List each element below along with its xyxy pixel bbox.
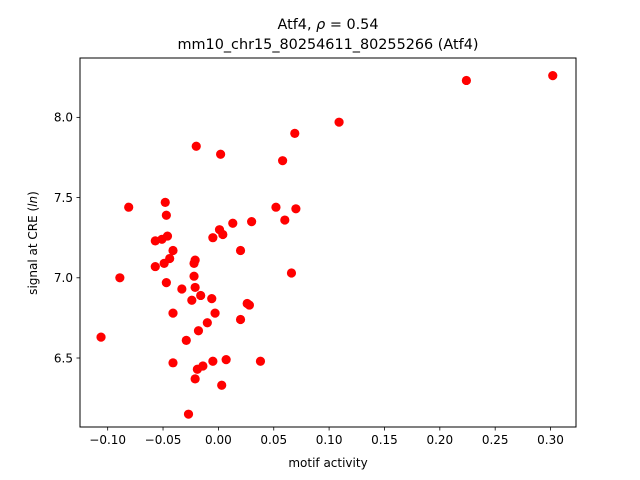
data-point (177, 284, 187, 294)
data-point (190, 282, 200, 293)
data-point (235, 314, 246, 325)
x-axis-label: motif activity (288, 456, 367, 470)
data-point (247, 217, 257, 227)
x-tick-label: 0.15 (371, 433, 398, 447)
data-point (165, 253, 175, 264)
data-point (196, 290, 206, 301)
data-point (190, 255, 200, 265)
data-point (187, 295, 197, 305)
x-tick-label: 0.10 (316, 433, 343, 447)
x-tick-label: 0.30 (537, 433, 564, 447)
y-tick-label: 6.5 (54, 351, 73, 365)
data-point (210, 308, 220, 318)
chart-subtitle: mm10_chr15_80254611_80255266 (Atf4) (178, 37, 479, 53)
x-tick-label: 0.05 (260, 433, 287, 447)
data-point (271, 202, 281, 212)
x-tick-label: −0.10 (89, 433, 126, 447)
data-point (208, 233, 218, 243)
data-point (161, 210, 171, 220)
data-point (193, 326, 204, 336)
data-point (208, 356, 218, 366)
x-tick-label: 0.00 (205, 433, 232, 447)
y-axis-label: signal at CRE (ln) (26, 191, 40, 295)
data-point (124, 202, 134, 212)
data-point (202, 318, 212, 328)
data-point (168, 358, 178, 368)
data-point (168, 308, 178, 318)
data-point (461, 75, 471, 86)
data-point (207, 294, 217, 304)
data-point (290, 128, 300, 139)
data-point (150, 261, 160, 272)
x-tick-label: 0.25 (482, 433, 509, 447)
data-point (548, 71, 558, 81)
data-point (115, 273, 125, 283)
x-tick-label: −0.05 (145, 433, 182, 447)
data-point (161, 278, 171, 288)
data-point (228, 218, 238, 228)
data-point (190, 374, 200, 384)
data-point (189, 271, 199, 281)
data-point (221, 355, 231, 365)
y-tick-label: 7.5 (54, 191, 73, 205)
data-point (96, 332, 106, 342)
data-point (218, 229, 228, 240)
data-point (291, 204, 301, 214)
y-tick-label: 8.0 (54, 111, 73, 125)
data-point (235, 245, 246, 256)
scatter-points (96, 71, 558, 419)
data-point (183, 409, 194, 419)
data-point (255, 356, 266, 366)
chart-title: Atf4, ρ = 0.54 (278, 17, 379, 33)
data-point (168, 245, 178, 256)
x-tick-label: 0.20 (426, 433, 453, 447)
data-point (334, 117, 344, 127)
data-point (244, 300, 254, 310)
data-point (217, 380, 227, 390)
data-point (278, 156, 288, 166)
data-point (191, 141, 201, 151)
data-point (162, 231, 173, 241)
data-point (181, 335, 191, 345)
y-tick-label: 7.0 (54, 271, 73, 285)
data-point (198, 361, 208, 371)
data-point (160, 197, 170, 207)
x-axis-ticks: −0.10 −0.05 0.00 0.05 0.10 0.15 0.20 0.25 0.30 (89, 427, 564, 447)
data-point (280, 215, 290, 225)
y-axis-ticks: 6.5 7.0 7.5 8.0 (54, 111, 80, 365)
data-point (286, 268, 297, 278)
plot-frame (79, 57, 577, 428)
data-point (216, 149, 226, 159)
